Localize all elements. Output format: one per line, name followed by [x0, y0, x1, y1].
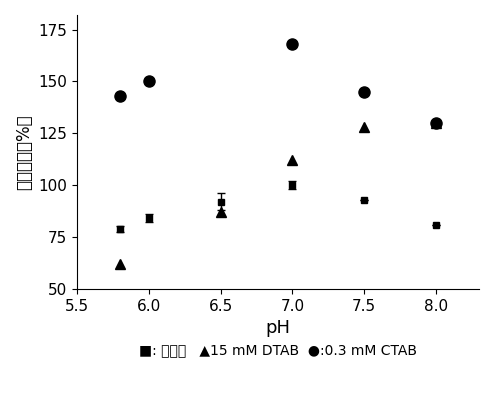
X-axis label: pH: pH	[266, 319, 290, 337]
Text: ■: 粗酶；   ▲15 mM DTAB  ●:0.3 mM CTAB: ■: 粗酶； ▲15 mM DTAB ●:0.3 mM CTAB	[139, 344, 417, 358]
Y-axis label: 相对活性（%）: 相对活性（%）	[15, 114, 33, 190]
